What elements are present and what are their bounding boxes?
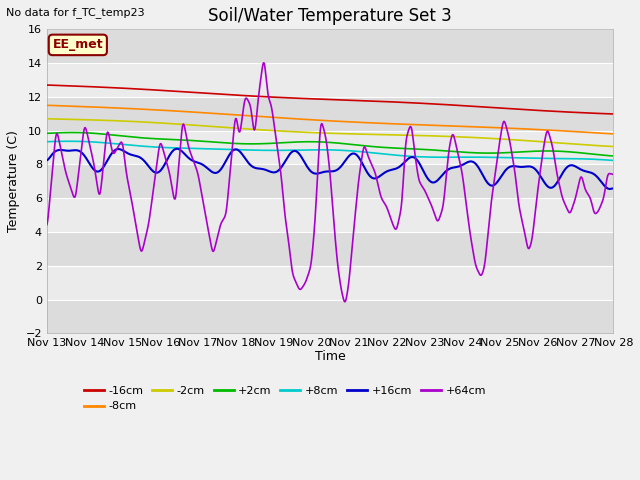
- Legend: -16cm, -8cm, -2cm, +2cm, +8cm, +16cm, +64cm: -16cm, -8cm, -2cm, +2cm, +8cm, +16cm, +6…: [79, 382, 490, 416]
- Bar: [47, 63, 613, 97]
- Bar: [47, 29, 613, 63]
- Bar: [47, 97, 613, 131]
- Y-axis label: Temperature (C): Temperature (C): [7, 131, 20, 232]
- Bar: [47, 232, 613, 266]
- Bar: [47, 266, 613, 300]
- Text: No data for f_TC_temp23: No data for f_TC_temp23: [6, 7, 145, 18]
- Title: Soil/Water Temperature Set 3: Soil/Water Temperature Set 3: [208, 7, 452, 25]
- Text: EE_met: EE_met: [52, 38, 103, 51]
- X-axis label: Time: Time: [315, 349, 346, 362]
- Bar: [47, 300, 613, 333]
- Bar: [47, 198, 613, 232]
- Bar: [47, 165, 613, 198]
- Bar: [47, 131, 613, 165]
